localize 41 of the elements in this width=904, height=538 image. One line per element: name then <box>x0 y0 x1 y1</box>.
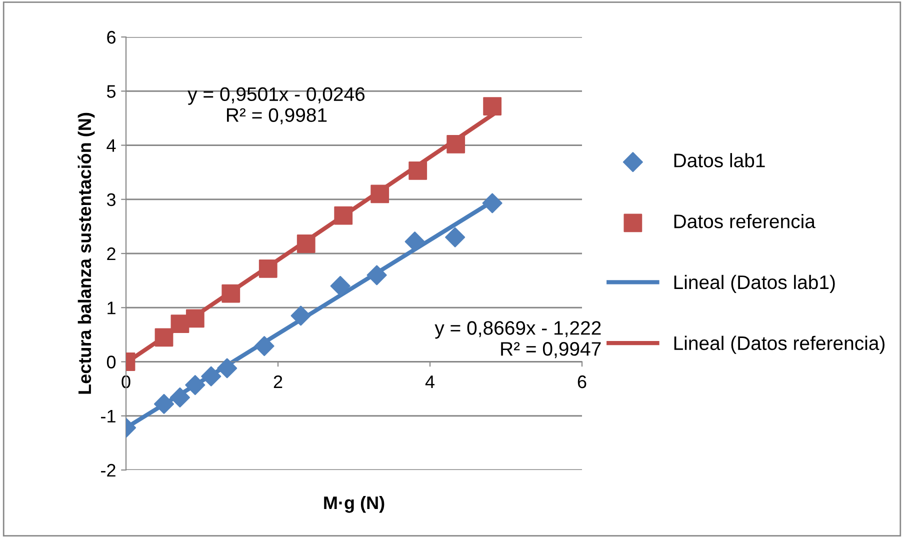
point <box>186 309 204 328</box>
y-tick-label: 1 <box>108 302 116 314</box>
annotation: y = 0,8669x - 1,222 R² = 0,9947 <box>434 321 601 358</box>
y-tick-label: -2 <box>101 464 116 477</box>
y-tick-label: 6 <box>107 30 116 44</box>
annotation: y = 0,9501x - 0,0246 R² = 0,9981 <box>188 87 365 124</box>
x-tick-label: 4 <box>425 376 434 388</box>
y-tick-label: -1 <box>101 410 116 422</box>
y-tick-label: 2 <box>107 247 116 260</box>
y-tick-label: 0 <box>106 356 116 368</box>
point <box>254 336 274 356</box>
y-tick-label: 5 <box>106 85 116 98</box>
point <box>330 276 350 296</box>
point <box>185 375 206 396</box>
point <box>408 161 428 180</box>
point <box>446 134 466 154</box>
x-axis-title: M·g (N) <box>324 496 384 513</box>
y-tick-label: 4 <box>106 139 116 152</box>
point <box>222 284 240 303</box>
point <box>482 193 502 214</box>
point <box>366 265 387 286</box>
point <box>170 387 190 408</box>
point <box>370 184 390 204</box>
point <box>296 234 316 253</box>
point <box>445 227 466 248</box>
legend-label: Lineal (Datos lab1) <box>674 274 835 294</box>
point <box>154 394 174 414</box>
point <box>483 97 502 116</box>
point <box>334 206 353 225</box>
legend-label: Datos lab1 <box>674 153 765 168</box>
point <box>154 328 174 347</box>
point <box>217 358 238 378</box>
x-tick-label: 2 <box>274 375 282 388</box>
y-axis-title: Lectura balanza sustentación (N) <box>78 112 95 394</box>
legend-label: Datos referencia <box>674 214 816 228</box>
point <box>258 259 278 278</box>
point <box>201 366 222 386</box>
y-tick-label: 3 <box>106 193 116 206</box>
legend-label: Lineal (Datos referencia) <box>674 336 884 354</box>
point <box>290 306 311 326</box>
x-tick-label: 6 <box>578 375 586 388</box>
